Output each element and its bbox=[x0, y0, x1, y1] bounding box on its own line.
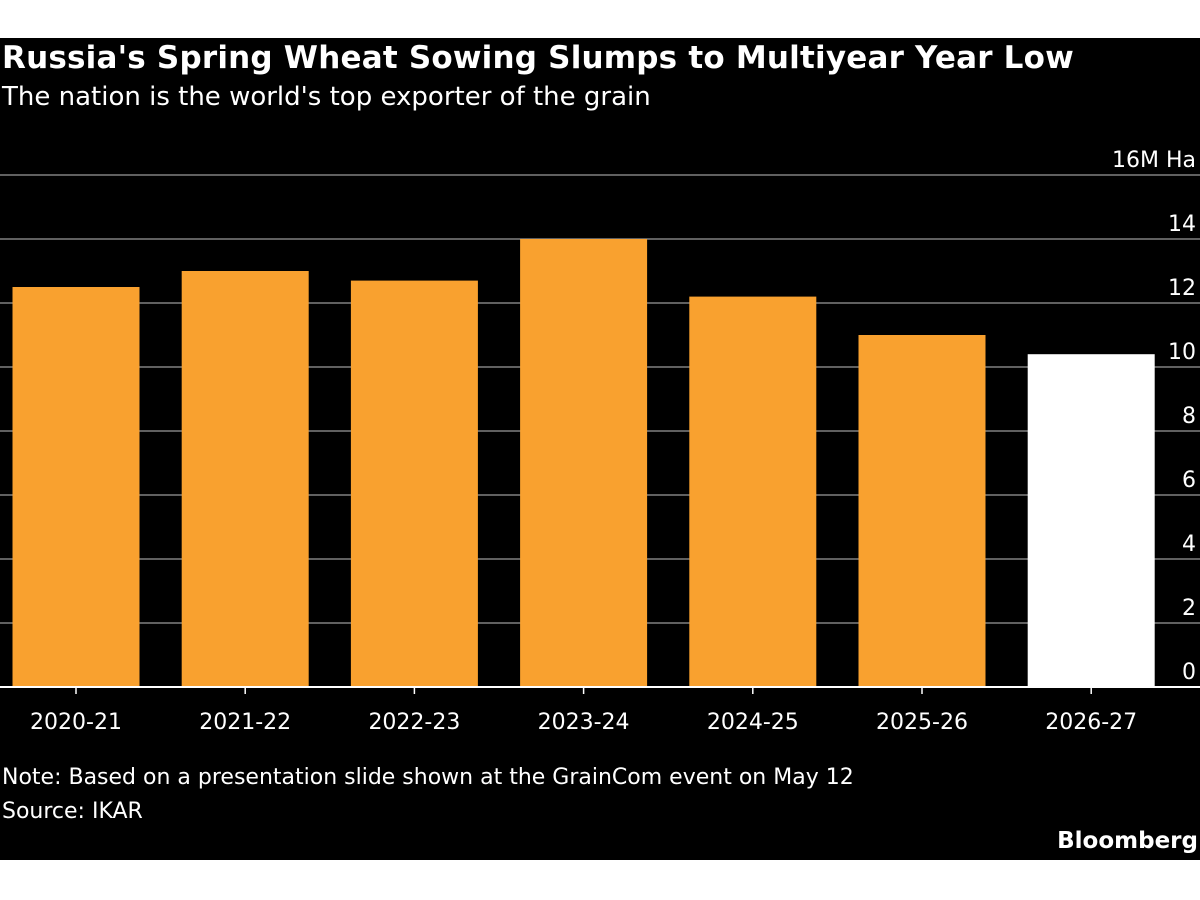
bar-2025-26 bbox=[858, 335, 986, 687]
bars bbox=[12, 239, 1155, 687]
chart-source: Source: IKAR bbox=[2, 799, 143, 824]
bar-2026-27 bbox=[1027, 354, 1155, 687]
chart-note: Note: Based on a presentation slide show… bbox=[2, 765, 854, 790]
y-tick-label: 16M Ha bbox=[1112, 148, 1196, 173]
y-tick-label: 14 bbox=[1168, 212, 1196, 237]
x-tick-label: 2022-23 bbox=[368, 710, 460, 735]
bar-2022-23 bbox=[350, 280, 478, 687]
y-tick-label: 8 bbox=[1182, 404, 1196, 429]
chart-subtitle: The nation is the world's top exporter o… bbox=[2, 82, 651, 112]
bar-2020-21 bbox=[12, 287, 140, 687]
x-tick-label: 2024-25 bbox=[707, 710, 799, 735]
y-axis: 0 2 4 6 8 10 12 14 16M Ha bbox=[1112, 148, 1196, 685]
bar-2024-25 bbox=[689, 296, 817, 687]
y-tick-label: 2 bbox=[1182, 596, 1196, 621]
x-tick-label: 2020-21 bbox=[30, 710, 122, 735]
y-tick-label: 4 bbox=[1182, 532, 1196, 557]
y-tick-label: 6 bbox=[1182, 468, 1196, 493]
bloomberg-logo: Bloomberg bbox=[1057, 828, 1198, 854]
chart-frame: Russia's Spring Wheat Sowing Slumps to M… bbox=[0, 38, 1200, 860]
x-tick-label: 2026-27 bbox=[1045, 710, 1137, 735]
chart-title: Russia's Spring Wheat Sowing Slumps to M… bbox=[2, 40, 1074, 76]
y-tick-label: 0 bbox=[1182, 660, 1196, 685]
y-tick-label: 10 bbox=[1168, 340, 1196, 365]
x-tick-label: 2025-26 bbox=[876, 710, 968, 735]
x-axis: 2020-21 2021-22 2022-23 2023-24 2024-25 2025-… bbox=[30, 687, 1137, 735]
x-tick-label: 2023-24 bbox=[538, 710, 630, 735]
bar-2021-22 bbox=[181, 271, 309, 687]
x-tick-label: 2021-22 bbox=[199, 710, 291, 735]
bar-2023-24 bbox=[520, 239, 648, 687]
y-tick-label: 12 bbox=[1168, 276, 1196, 301]
